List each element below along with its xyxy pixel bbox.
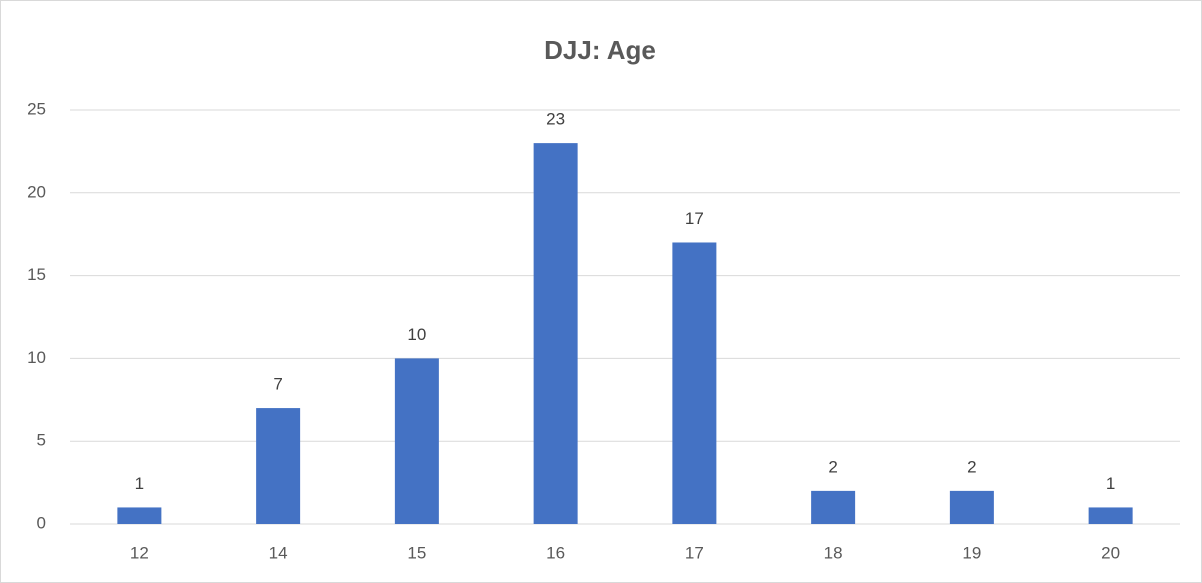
data-label: 2 [967, 457, 976, 476]
y-tick-label: 0 [37, 513, 46, 532]
bar [117, 507, 162, 524]
bar [256, 408, 301, 524]
y-tick-label: 10 [27, 348, 46, 367]
bar [394, 358, 439, 524]
bar [811, 490, 856, 524]
bar [949, 490, 994, 524]
x-tick-label: 14 [269, 543, 288, 562]
data-label: 2 [828, 457, 837, 476]
data-label: 10 [407, 325, 426, 344]
data-label: 17 [685, 209, 704, 228]
x-tick-label: 17 [685, 543, 704, 562]
bar [1088, 507, 1133, 524]
chart-title: DJJ: Age [544, 35, 656, 65]
x-tick-label: 15 [407, 543, 426, 562]
y-tick-label: 25 [27, 99, 46, 118]
x-tick-label: 18 [824, 543, 843, 562]
x-tick-label: 12 [130, 543, 149, 562]
data-label: 1 [1106, 474, 1115, 493]
x-tick-label: 20 [1101, 543, 1120, 562]
bar [533, 143, 578, 524]
data-label: 23 [546, 110, 565, 129]
y-tick-label: 5 [37, 431, 46, 450]
x-tick-label: 16 [546, 543, 565, 562]
bar [672, 242, 717, 525]
y-tick-label: 20 [27, 182, 46, 201]
data-label: 1 [135, 474, 144, 493]
x-tick-label: 19 [962, 543, 981, 562]
y-tick-label: 15 [27, 265, 46, 284]
data-label: 7 [273, 375, 282, 394]
